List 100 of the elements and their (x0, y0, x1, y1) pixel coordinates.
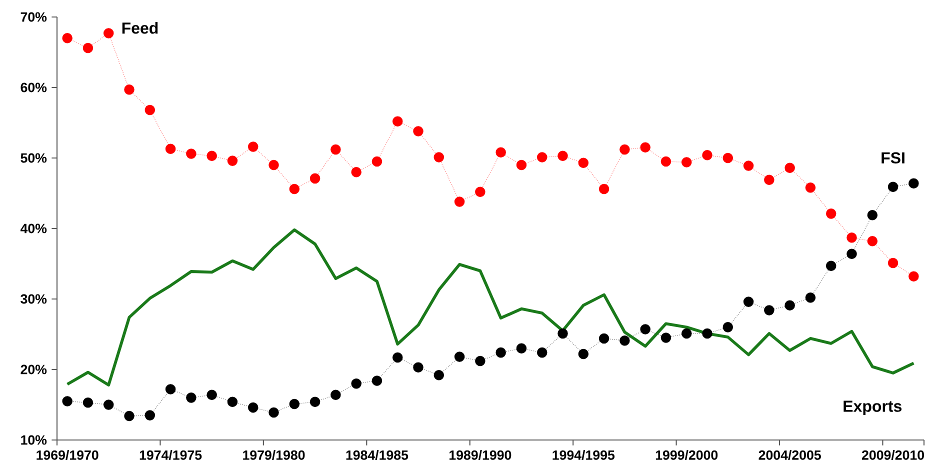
point (722, 322, 734, 332)
point (681, 157, 692, 168)
point (496, 347, 506, 358)
point (310, 396, 320, 408)
point (144, 410, 156, 420)
point (454, 352, 465, 362)
point (248, 142, 258, 152)
point (496, 147, 506, 158)
point (372, 376, 382, 386)
point (784, 162, 795, 173)
point (888, 182, 898, 192)
point (289, 184, 300, 194)
point (165, 384, 176, 394)
point (392, 116, 403, 126)
point (805, 182, 816, 193)
point (124, 84, 134, 95)
point (702, 150, 712, 160)
point (846, 232, 857, 243)
point (536, 152, 548, 162)
point (743, 160, 754, 171)
point (722, 152, 734, 164)
point (124, 410, 134, 422)
point (660, 156, 672, 167)
point (764, 305, 774, 316)
point (743, 296, 754, 307)
point (103, 28, 114, 38)
point (144, 104, 156, 116)
y-tick-label: 30% (20, 294, 47, 304)
point (372, 156, 382, 167)
point (454, 196, 465, 207)
point (826, 208, 836, 219)
point (475, 186, 486, 197)
point (558, 328, 568, 339)
point (846, 248, 857, 260)
point (310, 173, 320, 184)
x-tick-label: 1974/1975 (140, 450, 202, 460)
point (186, 392, 196, 403)
x-tick-label: 1979/1980 (243, 450, 305, 460)
point (248, 402, 258, 413)
point (268, 407, 279, 418)
series-label: FSI (882, 152, 904, 164)
x-tick-label: 1994/1995 (552, 450, 615, 460)
series-label: Exports (844, 400, 902, 416)
x-tick-label: 2004/2005 (758, 450, 821, 460)
y-tick-label: 20% (20, 364, 47, 374)
line-series (66, 228, 916, 386)
point (764, 174, 774, 185)
point (640, 142, 650, 153)
point (558, 150, 568, 162)
point (805, 292, 816, 303)
point (206, 390, 217, 400)
y-tick-label: 60% (20, 82, 47, 92)
point (908, 178, 919, 189)
point (640, 324, 650, 334)
point (475, 356, 486, 366)
point (681, 328, 692, 339)
point (103, 400, 114, 410)
x-tick-label: 1969/1970 (36, 450, 98, 460)
point (867, 236, 878, 246)
point (434, 152, 444, 162)
point (186, 148, 196, 159)
point (227, 156, 238, 166)
y-tick-label: 70% (20, 12, 47, 22)
point (206, 150, 217, 162)
point (351, 378, 362, 389)
point (598, 333, 610, 344)
point (413, 362, 424, 373)
point (413, 126, 424, 136)
y-tick-label: 50% (20, 153, 47, 163)
point (392, 352, 403, 363)
point (82, 397, 94, 408)
point (826, 260, 836, 271)
series-label: Feed (122, 22, 158, 34)
point (330, 390, 341, 400)
y-tick-label: 10% (21, 435, 47, 445)
point (784, 300, 795, 310)
y-tick-label: 40% (20, 224, 47, 234)
point (82, 42, 94, 54)
point (578, 158, 589, 168)
x-tick-label: 2009/2010 (862, 450, 924, 460)
point (867, 210, 878, 220)
x-tick-label: 1984/1985 (346, 450, 408, 460)
point (620, 335, 630, 346)
point (888, 258, 898, 268)
point (598, 184, 610, 194)
point (908, 271, 919, 282)
point (578, 348, 589, 360)
point (62, 33, 72, 44)
x-tick-label: 1999/2000 (656, 450, 718, 460)
point (227, 396, 238, 408)
point (536, 347, 548, 358)
point (660, 332, 672, 343)
point (516, 343, 527, 354)
point (434, 370, 444, 380)
point (268, 160, 279, 170)
x-tick-label: 1989/1990 (450, 450, 512, 460)
point (330, 144, 341, 155)
point (351, 166, 362, 178)
point (516, 160, 527, 170)
point (620, 144, 630, 155)
